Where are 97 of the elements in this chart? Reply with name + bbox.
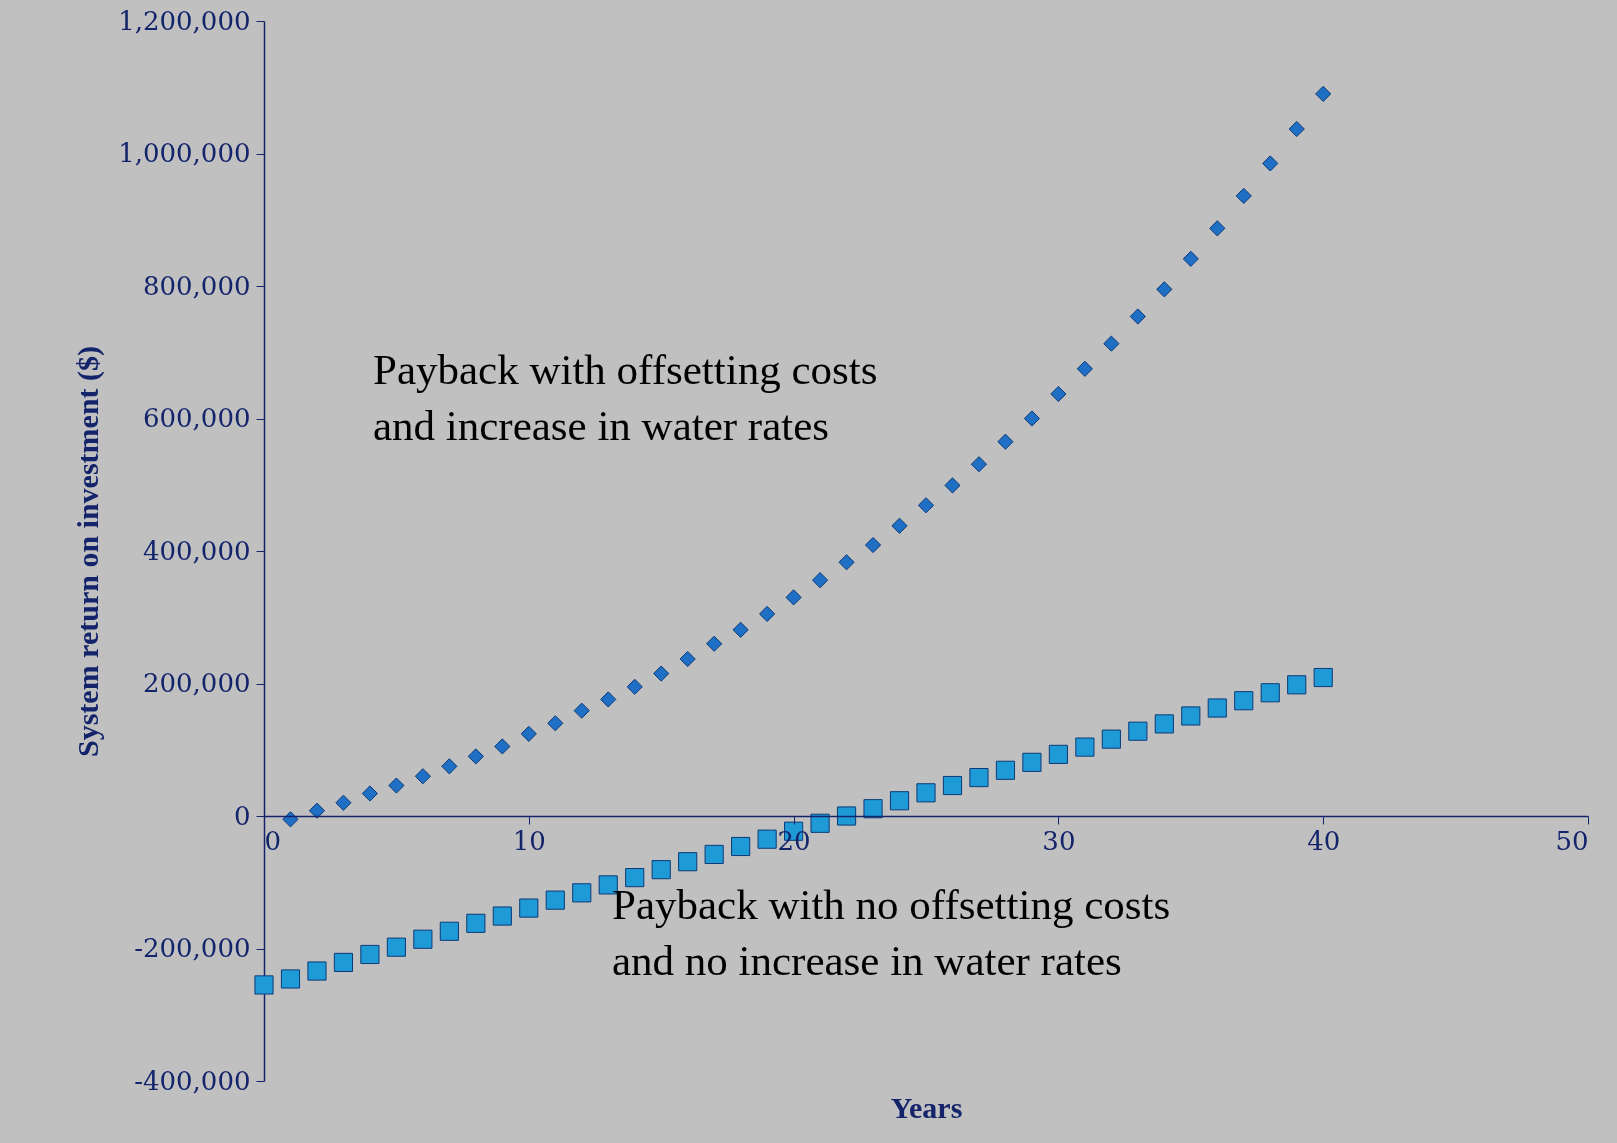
point xyxy=(282,811,299,828)
point xyxy=(704,844,724,865)
point xyxy=(1209,220,1226,237)
point xyxy=(254,975,274,995)
point xyxy=(386,937,406,957)
point xyxy=(678,852,698,872)
point xyxy=(547,715,564,732)
point xyxy=(944,477,961,494)
point xyxy=(732,621,749,638)
point xyxy=(891,517,908,534)
point xyxy=(1023,410,1040,427)
point xyxy=(889,791,910,811)
point xyxy=(838,554,855,571)
point xyxy=(706,635,723,652)
point xyxy=(1313,667,1333,688)
y-tick-label: 1,200,000 xyxy=(118,5,251,36)
point xyxy=(1288,120,1305,138)
point xyxy=(1262,155,1279,172)
point xyxy=(545,890,565,910)
x-tick-label: 50 xyxy=(1555,825,1589,856)
point xyxy=(280,969,301,989)
point xyxy=(572,883,592,903)
x-axis-title: Years xyxy=(890,1090,963,1124)
point xyxy=(863,799,883,819)
point xyxy=(1207,698,1227,718)
point xyxy=(494,738,511,755)
point xyxy=(653,665,670,682)
point xyxy=(1128,721,1148,741)
point xyxy=(600,691,617,708)
x-tick-label: 40 xyxy=(1307,825,1341,856)
x-tick-label: 10 xyxy=(512,825,546,856)
series-label: Payback with offsetting costs and increase in water rates xyxy=(373,346,878,449)
point xyxy=(520,725,537,742)
point xyxy=(439,921,459,941)
y-tick-label: 400,000 xyxy=(142,535,251,566)
point xyxy=(467,748,484,765)
point xyxy=(333,952,354,972)
point xyxy=(1234,691,1254,711)
point xyxy=(1076,360,1093,377)
point xyxy=(1103,335,1120,352)
point xyxy=(1101,729,1121,749)
point xyxy=(916,783,936,803)
point xyxy=(388,777,405,794)
y-tick-label: 800,000 xyxy=(142,270,251,301)
point xyxy=(335,794,352,811)
point xyxy=(1182,250,1199,267)
point xyxy=(414,768,431,785)
point xyxy=(917,497,935,514)
point xyxy=(1154,714,1174,734)
point xyxy=(360,944,380,965)
y-tick-label: 600,000 xyxy=(142,403,251,433)
point xyxy=(812,572,829,589)
point xyxy=(519,898,539,918)
point xyxy=(942,775,963,796)
y-tick-label: 0 xyxy=(233,800,251,831)
point xyxy=(1235,187,1252,204)
x-tick-label: 0 xyxy=(264,825,282,856)
y-axis-title: System return on investment ($) xyxy=(71,345,106,758)
point xyxy=(625,868,645,888)
point xyxy=(1022,752,1042,772)
point xyxy=(969,767,989,788)
x-tick-label: 30 xyxy=(1042,825,1076,856)
point xyxy=(1315,85,1332,102)
point xyxy=(466,913,486,933)
point xyxy=(731,836,751,857)
point xyxy=(1050,385,1067,403)
point xyxy=(573,702,590,719)
point xyxy=(1075,737,1095,757)
point xyxy=(1260,683,1280,703)
point xyxy=(836,806,857,826)
point xyxy=(679,650,696,668)
point xyxy=(1048,744,1068,764)
point xyxy=(1181,706,1201,726)
point xyxy=(864,536,882,554)
series-label: Payback with no offsetting costs and no increase in water rates xyxy=(612,881,1171,984)
point xyxy=(1287,675,1307,695)
point xyxy=(785,589,802,606)
point xyxy=(626,678,643,695)
point xyxy=(1129,308,1146,325)
y-tick-label: 200,000 xyxy=(142,668,251,698)
point xyxy=(970,456,988,473)
point xyxy=(997,433,1014,450)
point xyxy=(757,829,777,849)
point xyxy=(413,929,433,949)
point xyxy=(308,802,326,819)
point xyxy=(1156,281,1173,298)
y-tick-label: -400,000 xyxy=(134,1065,251,1096)
point xyxy=(492,906,512,926)
point xyxy=(651,860,671,880)
y-tick-label: -200,000 xyxy=(134,933,251,963)
point xyxy=(307,961,327,981)
point xyxy=(361,785,378,802)
point xyxy=(441,758,458,775)
y-tick-label: 1,000,000 xyxy=(118,138,251,168)
point xyxy=(810,813,830,833)
point xyxy=(759,605,776,623)
point xyxy=(995,760,1016,780)
